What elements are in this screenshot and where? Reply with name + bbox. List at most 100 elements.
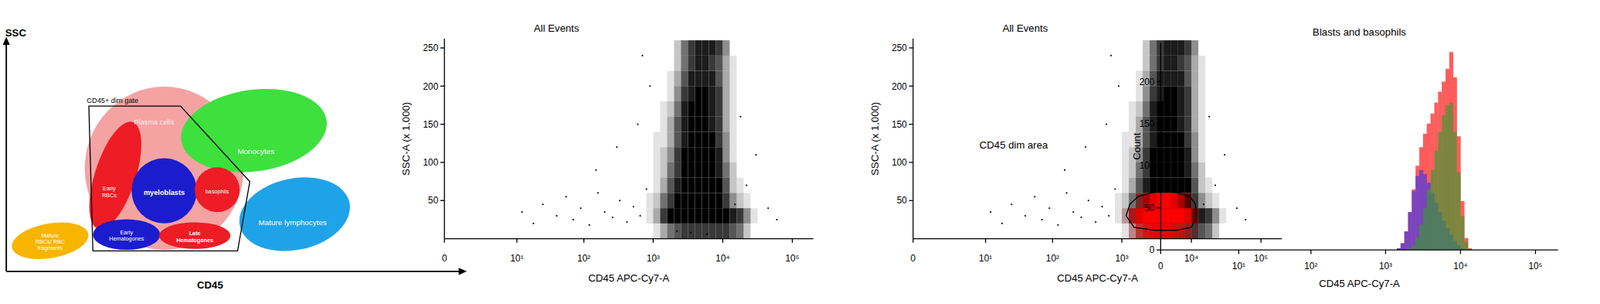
gate-outline [88, 105, 250, 251]
density-cell [1128, 116, 1136, 133]
density-cell [729, 223, 737, 239]
density-cell [645, 146, 653, 163]
event-point [1105, 123, 1108, 126]
density-cell [729, 177, 737, 194]
density-cell [1198, 85, 1206, 102]
density-cell [1177, 40, 1185, 56]
y-axis-line [1160, 42, 1162, 250]
density-cell [1170, 223, 1178, 239]
density-cell [666, 131, 674, 147]
density-cell [1114, 40, 1122, 56]
density-cell [694, 146, 702, 163]
density-cell [1149, 55, 1157, 72]
density-cell [659, 116, 667, 133]
density-cell [708, 177, 716, 194]
density-cell [708, 116, 716, 133]
density-cell [694, 207, 702, 224]
x-tick-label: 0 [910, 252, 917, 264]
density-cell [715, 71, 723, 87]
histogram-bar [1400, 242, 1405, 250]
density-cell [1198, 207, 1206, 224]
density-cell [666, 55, 674, 72]
density-cell [715, 101, 723, 117]
density-cell [1121, 101, 1129, 117]
axis-label: CD45 [197, 278, 224, 291]
arrow-head [458, 267, 468, 275]
density-cell [1177, 207, 1185, 224]
density-cell [645, 55, 653, 72]
density-cell [645, 192, 653, 208]
density-cell [1212, 223, 1220, 239]
density-cell [645, 85, 653, 102]
x-axis-line [444, 237, 813, 239]
axis-line [6, 270, 461, 272]
density-cell [701, 71, 709, 87]
density-cell [673, 177, 681, 194]
event-point [1080, 216, 1083, 218]
event-point [604, 210, 606, 213]
density-cell [1212, 177, 1220, 194]
density-cell [1156, 177, 1164, 194]
density-cell [652, 85, 660, 102]
density-cell [1156, 162, 1164, 178]
density-cell [1142, 55, 1150, 72]
density-cell [666, 101, 674, 117]
density-cell [1170, 40, 1178, 56]
population-region [131, 157, 197, 223]
population-label: Mature lymphocytes [258, 217, 327, 227]
density-cell [666, 40, 674, 56]
density-cell [1219, 207, 1227, 224]
x-tick-label: 10¹ [509, 252, 524, 264]
density-cell [1191, 131, 1199, 147]
density-cell [750, 207, 758, 224]
axis-label: SSC [5, 27, 28, 39]
density-cell [722, 177, 730, 194]
histogram-bar [1464, 241, 1468, 250]
density-cell [652, 116, 660, 133]
diagram: SSCCD45CD45+ dim gatePlasma cellsMonocyt… [3, 27, 468, 291]
density-cell [673, 40, 681, 56]
density-cell [680, 223, 688, 239]
density-cell [1163, 55, 1171, 72]
x-axis-label: CD45 APC-Cy7-A [1318, 277, 1400, 289]
density-cell [743, 162, 751, 178]
density-cell [1135, 85, 1143, 102]
density-cell [1170, 116, 1178, 133]
density-cell [1163, 223, 1171, 239]
density-cell [1219, 146, 1227, 163]
density-cell [1184, 177, 1192, 194]
y-tick [1156, 165, 1161, 167]
density-cell [1219, 40, 1227, 56]
density-cell [1177, 146, 1185, 163]
x-tick [1121, 238, 1122, 243]
histogram-bar [1445, 68, 1450, 250]
density-cell [659, 131, 667, 147]
event-point [767, 207, 769, 209]
density-cell [1149, 131, 1157, 147]
axis-line [5, 42, 7, 271]
density-cell [1184, 40, 1192, 56]
density-cell [701, 146, 709, 163]
density-cell [708, 101, 716, 117]
event-point [1208, 115, 1210, 118]
density-cell [750, 55, 758, 72]
density-cell [1121, 71, 1129, 87]
x-tick-label: 10³ [1115, 252, 1129, 264]
density-cell [1198, 177, 1206, 194]
density-cell [736, 116, 744, 133]
density-cell [1191, 40, 1199, 56]
histogram-bar [1449, 102, 1454, 250]
density-cell [694, 101, 702, 117]
density-cell [687, 177, 695, 194]
histogram-bar [1408, 211, 1413, 250]
density-cell [750, 131, 758, 147]
x-tick-label: 0 [441, 252, 448, 264]
density-cell [1177, 55, 1185, 72]
density-cell [1177, 223, 1185, 239]
event-point [1223, 153, 1226, 156]
density-cell [1212, 131, 1220, 147]
density-cell [1156, 131, 1164, 147]
event-point [776, 218, 778, 221]
density-cell [1156, 192, 1164, 208]
annotation: CD45 dim area [979, 139, 1049, 151]
